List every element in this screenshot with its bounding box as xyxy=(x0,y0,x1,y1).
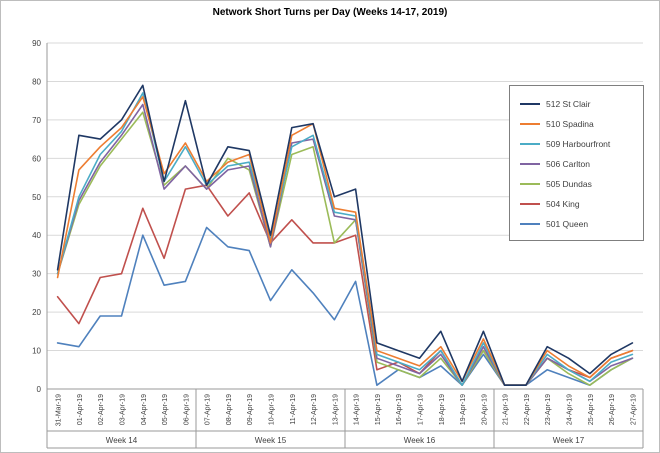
legend-label: 504 King xyxy=(546,199,580,209)
x-tick-label: 05-Apr-19 xyxy=(162,394,169,425)
x-tick-label: 15-Apr-19 xyxy=(375,394,382,425)
x-tick-label: 22-Apr-19 xyxy=(524,394,531,425)
x-tick-label: 31-Mar-19 xyxy=(56,394,63,426)
x-tick-label: 10-Apr-19 xyxy=(269,394,276,425)
x-tick-label: 14-Apr-19 xyxy=(354,394,361,425)
week-group-label: Week 16 xyxy=(404,436,436,445)
y-tick-label: 0 xyxy=(37,385,42,394)
legend-line-swatch xyxy=(520,103,540,105)
legend-label: 505 Dundas xyxy=(546,179,592,189)
legend-line-swatch xyxy=(520,143,540,145)
y-tick-label: 70 xyxy=(32,116,41,125)
x-tick-label: 09-Apr-19 xyxy=(247,394,254,425)
x-tick-label: 20-Apr-19 xyxy=(481,394,488,425)
y-tick-label: 30 xyxy=(32,270,41,279)
y-tick-label: 40 xyxy=(32,231,41,240)
y-tick-label: 50 xyxy=(32,193,41,202)
x-tick-label: 13-Apr-19 xyxy=(332,394,339,425)
series-line-501-queen xyxy=(56,226,634,387)
series-line-512-st-clair xyxy=(56,84,634,387)
y-tick-label: 10 xyxy=(32,347,41,356)
legend-label: 506 Carlton xyxy=(546,159,590,169)
legend: 512 St Clair 510 Spadina 509 Harbourfront 5… xyxy=(509,85,644,241)
y-tick-label: 60 xyxy=(32,154,41,163)
week-group-label: Week 14 xyxy=(106,436,138,445)
legend-label: 512 St Clair xyxy=(546,99,591,109)
x-tick-label: 23-Apr-19 xyxy=(545,394,552,425)
x-tick-label: 16-Apr-19 xyxy=(396,394,403,425)
legend-item: 510 Spadina xyxy=(520,114,635,134)
x-tick-label: 12-Apr-19 xyxy=(311,394,318,425)
series-line-506-carlton xyxy=(56,103,634,387)
legend-line-swatch xyxy=(520,223,540,225)
week-group-label: Week 17 xyxy=(553,436,585,445)
x-tick-label: 07-Apr-19 xyxy=(205,394,212,425)
legend-label: 501 Queen xyxy=(546,219,589,229)
x-tick-label: 19-Apr-19 xyxy=(460,394,467,425)
legend-item: 505 Dundas xyxy=(520,174,635,194)
legend-line-swatch xyxy=(520,163,540,165)
legend-label: 510 Spadina xyxy=(546,119,594,129)
legend-item: 504 King xyxy=(520,194,635,214)
x-tick-label: 02-Apr-19 xyxy=(98,394,105,425)
y-tick-label: 80 xyxy=(32,77,41,86)
legend-line-swatch xyxy=(520,203,540,205)
legend-item: 512 St Clair xyxy=(520,94,635,114)
chart-title: Network Short Turns per Day (Weeks 14-17… xyxy=(212,7,448,18)
legend-item: 506 Carlton xyxy=(520,154,635,174)
x-tick-label: 04-Apr-19 xyxy=(141,394,148,425)
x-tick-label: 18-Apr-19 xyxy=(439,394,446,425)
x-tick-label: 08-Apr-19 xyxy=(226,394,233,425)
x-tick-label: 01-Apr-19 xyxy=(77,394,84,425)
x-tick-label: 21-Apr-19 xyxy=(503,394,510,425)
x-tick-label: 26-Apr-19 xyxy=(609,394,616,425)
x-tick-label: 27-Apr-19 xyxy=(630,394,637,425)
week-group-label: Week 15 xyxy=(255,436,287,445)
x-tick-label: 03-Apr-19 xyxy=(120,394,127,425)
x-tick-label: 06-Apr-19 xyxy=(183,394,190,425)
legend-line-swatch xyxy=(520,123,540,125)
x-tick-label: 25-Apr-19 xyxy=(588,394,595,425)
y-tick-label: 90 xyxy=(32,39,41,48)
y-tick-label: 20 xyxy=(32,308,41,317)
x-tick-label: 24-Apr-19 xyxy=(567,394,574,425)
legend-label: 509 Harbourfront xyxy=(546,139,611,149)
legend-item: 509 Harbourfront xyxy=(520,134,635,154)
legend-line-swatch xyxy=(520,183,540,185)
x-tick-label: 11-Apr-19 xyxy=(290,394,297,425)
x-tick-label: 17-Apr-19 xyxy=(418,394,425,425)
legend-item: 501 Queen xyxy=(520,214,635,234)
